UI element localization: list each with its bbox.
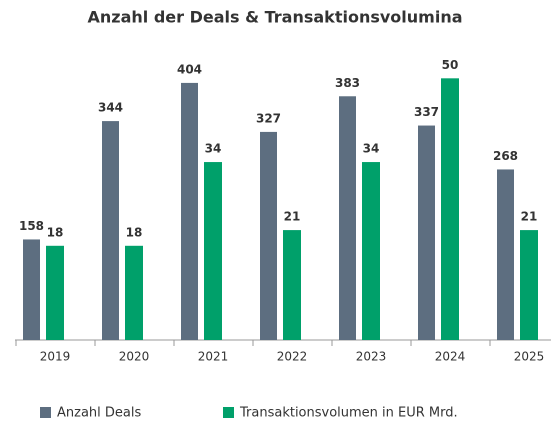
x-tick-label: 2022: [277, 350, 308, 364]
value-label: 344: [98, 101, 123, 115]
value-label: 337: [414, 105, 439, 119]
value-label: 21: [521, 210, 538, 224]
x-tick-label: 2020: [119, 350, 150, 364]
bar: [46, 245, 64, 340]
bar: [204, 162, 222, 340]
value-label: 404: [177, 62, 202, 76]
value-label: 34: [205, 142, 222, 156]
value-label: 18: [47, 225, 64, 239]
bar: [441, 78, 459, 341]
value-label: 18: [126, 225, 143, 239]
bar: [520, 230, 538, 340]
x-tick-label: 2023: [356, 350, 387, 364]
value-label: 21: [284, 210, 301, 224]
chart-title: Anzahl der Deals & Transaktionsvolumina: [88, 8, 463, 27]
bar: [102, 121, 119, 340]
x-tick-label: 2024: [435, 350, 466, 364]
bar: [339, 96, 356, 340]
legend-label: Anzahl Deals: [57, 406, 141, 421]
value-label: 268: [493, 149, 518, 163]
legend-swatch: [40, 407, 51, 418]
value-label: 50: [442, 58, 459, 72]
bar: [260, 131, 277, 340]
value-label: 158: [19, 219, 44, 233]
bar: [497, 169, 514, 340]
bar: [23, 239, 40, 340]
x-tick-label: 2019: [40, 350, 71, 364]
value-label: 327: [256, 111, 281, 125]
value-label: 383: [335, 76, 360, 90]
x-tick-label: 2025: [514, 350, 545, 364]
legend-label: Transaktionsvolumen in EUR Mrd.: [239, 406, 458, 421]
bar: [283, 230, 301, 340]
bar: [418, 125, 435, 340]
value-label: 34: [363, 142, 380, 156]
x-tick-label: 2021: [198, 350, 229, 364]
bar: [362, 162, 380, 340]
bar: [181, 82, 198, 340]
legend-swatch: [223, 407, 234, 418]
bar: [125, 245, 143, 340]
